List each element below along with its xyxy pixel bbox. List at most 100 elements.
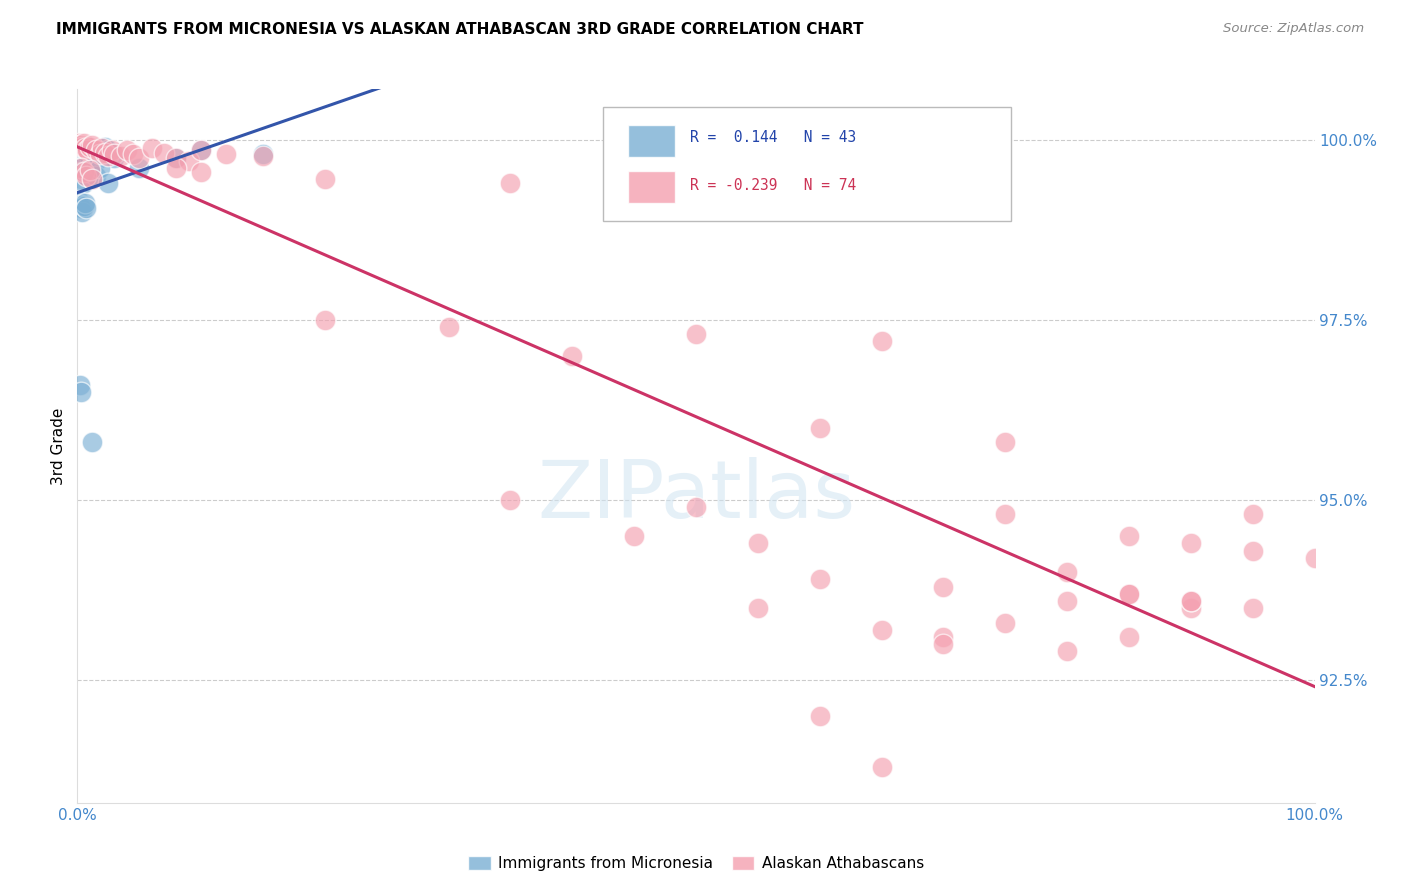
Point [72, 204, 94, 219]
Point [79, 163, 101, 178]
Point [82, 147, 104, 161]
Point [153, 145, 176, 160]
Point [110, 148, 132, 162]
Point [70, 138, 93, 153]
Point [73, 148, 96, 162]
Point [70, 161, 93, 176]
Point [932, 630, 955, 644]
Point [72, 144, 94, 158]
Point [75, 145, 97, 160]
Text: Source: ZipAtlas.com: Source: ZipAtlas.com [1223, 22, 1364, 36]
Point [72, 165, 94, 179]
Point [75, 169, 97, 183]
Point [76, 140, 98, 154]
Point [67, 140, 90, 154]
Point [72, 147, 94, 161]
Point [70, 384, 93, 399]
Point [72, 199, 94, 213]
Point [252, 148, 274, 162]
Point [1303, 550, 1326, 565]
Point [1118, 587, 1140, 601]
Point [747, 601, 769, 615]
Point [1118, 630, 1140, 644]
Point [91, 141, 114, 155]
Point [101, 144, 124, 158]
Point [561, 349, 583, 363]
Point [314, 313, 336, 327]
Point [73, 169, 96, 183]
Point [77, 151, 100, 165]
Point [808, 572, 831, 586]
Point [685, 179, 707, 194]
Text: R = -0.239   N = 74: R = -0.239 N = 74 [690, 178, 856, 193]
Point [437, 320, 460, 334]
Point [82, 172, 104, 186]
Point [91, 141, 114, 155]
FancyBboxPatch shape [628, 171, 675, 203]
Point [1056, 565, 1078, 579]
Point [69, 141, 91, 155]
Point [122, 147, 145, 161]
Point [84, 154, 107, 169]
Point [994, 508, 1017, 522]
Point [72, 165, 94, 179]
Point [190, 144, 212, 158]
Point [190, 165, 212, 179]
Point [128, 151, 150, 165]
Point [747, 536, 769, 550]
Text: R =  0.144   N = 43: R = 0.144 N = 43 [690, 130, 856, 145]
Point [177, 154, 200, 169]
Point [97, 144, 120, 158]
Point [994, 615, 1017, 630]
Text: ZIPatlas: ZIPatlas [537, 457, 855, 535]
Point [1118, 529, 1140, 543]
Point [79, 140, 101, 154]
Point [870, 334, 893, 349]
Point [89, 161, 111, 176]
Point [70, 138, 93, 153]
Point [79, 161, 101, 176]
Point [79, 153, 101, 167]
Point [67, 136, 90, 151]
Point [215, 147, 238, 161]
Text: IMMIGRANTS FROM MICRONESIA VS ALASKAN ATHABASCAN 3RD GRADE CORRELATION CHART: IMMIGRANTS FROM MICRONESIA VS ALASKAN AT… [56, 22, 863, 37]
Point [1180, 594, 1202, 608]
FancyBboxPatch shape [603, 107, 1011, 221]
Y-axis label: 3rd Grade: 3rd Grade [51, 408, 66, 484]
Point [72, 140, 94, 154]
Point [1056, 644, 1078, 658]
Point [76, 144, 98, 158]
Point [67, 194, 90, 208]
Point [69, 197, 91, 211]
Point [190, 144, 212, 158]
Point [69, 137, 91, 152]
FancyBboxPatch shape [628, 125, 675, 157]
Point [499, 176, 522, 190]
Point [70, 201, 93, 215]
Point [1241, 508, 1264, 522]
Point [93, 140, 115, 154]
Point [84, 144, 107, 158]
Point [89, 144, 111, 158]
Point [499, 493, 522, 508]
Point [252, 147, 274, 161]
Point [1180, 594, 1202, 608]
Point [89, 147, 111, 161]
Point [70, 172, 93, 186]
Point [870, 760, 893, 774]
Point [84, 169, 107, 183]
Point [932, 637, 955, 651]
Legend: Immigrants from Micronesia, Alaskan Athabascans: Immigrants from Micronesia, Alaskan Atha… [461, 850, 931, 877]
Point [72, 136, 94, 151]
Point [82, 435, 104, 450]
Point [623, 529, 645, 543]
Point [115, 144, 138, 158]
Point [1180, 601, 1202, 615]
Point [165, 151, 187, 165]
Point [73, 141, 96, 155]
Point [1118, 587, 1140, 601]
Point [76, 165, 98, 179]
Point [1241, 601, 1264, 615]
Point [69, 161, 91, 176]
Point [314, 172, 336, 186]
